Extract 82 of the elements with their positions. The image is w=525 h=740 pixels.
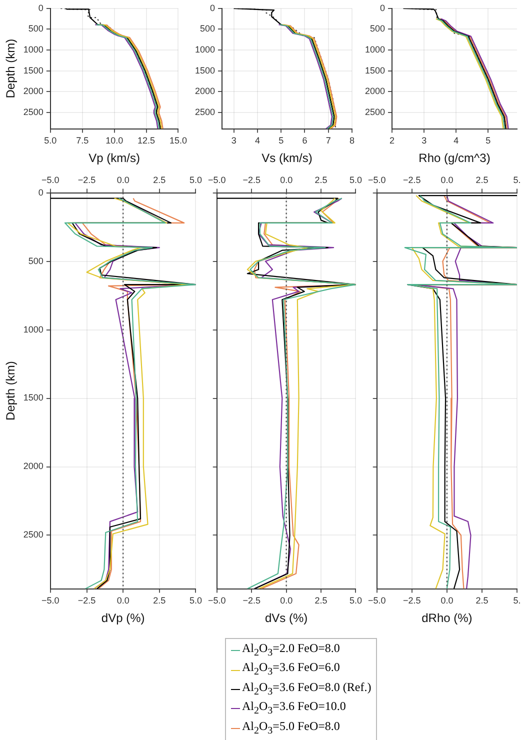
x-tick-label: −5.0 — [208, 596, 226, 606]
x-axis-title: dVs (%) — [264, 611, 308, 626]
x-tick-label: 7 — [326, 136, 331, 146]
x-tick-label: 4 — [454, 136, 459, 146]
x-tick-label: 0.0 — [280, 596, 293, 606]
x-axis-title: Rho (g/cm^3) — [418, 151, 490, 166]
y-tick-label: 1500 — [23, 392, 44, 403]
x-tick-label: 8 — [349, 136, 355, 146]
x-tick-label: −2.5 — [242, 596, 260, 606]
x-tick-label: 0.0 — [116, 596, 130, 606]
x-tick-label: 5.0 — [349, 596, 362, 606]
x-tick-label: 5. — [513, 596, 521, 606]
y-tick-label: 2500 — [364, 107, 386, 117]
y-tick-label: 500 — [200, 24, 216, 34]
y-tick-label: 0 — [38, 187, 44, 198]
x2-tick-label: 0.0 — [440, 174, 454, 185]
x2-tick-label: −2.5 — [242, 174, 260, 185]
x-axis-title: Vp (km/s) — [88, 151, 140, 166]
y-tick-label: 1500 — [194, 65, 216, 76]
x-tick-label: 5 — [486, 136, 491, 146]
x-tick-label: 5.0 — [44, 136, 57, 146]
x-tick-label: 6 — [302, 136, 308, 146]
y-tick-label: 0 — [210, 2, 216, 13]
y-tick-label: 2000 — [23, 461, 44, 472]
y-tick-label: 1500 — [364, 65, 386, 76]
x2-tick-label: 2.5 — [476, 174, 488, 185]
x-tick-label: 4 — [254, 136, 260, 146]
y-tick-label: 2500 — [23, 107, 44, 117]
legend-label: Al$_{2}$O$_{3}$=3.6 FeO=8.0 (Ref.) — [242, 680, 372, 700]
x-tick-label: 2 — [390, 136, 395, 146]
y-tick-label: 1000 — [194, 44, 216, 55]
x-tick-label: −5.0 — [42, 596, 60, 606]
legend-label: Al$_{2}$O$_{3}$=5.0 FeO=8.0 — [242, 718, 340, 738]
y-tick-label: 2500 — [23, 530, 44, 540]
y-tick-label: 500 — [28, 24, 44, 34]
x-tick-label: 0.0 — [440, 596, 454, 606]
x2-tick-label: −2.5 — [403, 174, 421, 185]
x2-tick-label: −5.0 — [208, 174, 226, 185]
x2-tick-label: −5.0 — [42, 174, 60, 185]
x2-tick-label: −2.5 — [78, 174, 96, 185]
y-tick-label: 1500 — [23, 65, 44, 76]
x-tick-label: −2.5 — [403, 596, 421, 606]
y-tick-label: 0 — [380, 2, 386, 13]
x-tick-label: 5 — [278, 136, 284, 146]
legend-label: Al$_{2}$O$_{3}$=3.6 FeO=6.0 — [242, 660, 340, 680]
x-tick-label: 15.0 — [169, 136, 188, 146]
y-axis-title: Depth (km) — [4, 38, 18, 98]
x-tick-label: −5.0 — [368, 596, 386, 606]
y-tick-label: 2000 — [364, 86, 386, 96]
x2-tick-label: 0.0 — [116, 174, 130, 185]
x2-tick-label: 0.0 — [280, 174, 293, 185]
y-tick-label: 500 — [28, 256, 44, 266]
x2-tick-label: −5.0 — [368, 174, 386, 185]
x-tick-label: 12.5 — [138, 136, 156, 146]
legend-label: Al$_{2}$O$_{3}$=3.6 FeO=10.0 — [242, 699, 346, 719]
x2-tick-label: 5.0 — [349, 174, 362, 185]
y-tick-label: 500 — [370, 24, 386, 34]
x-axis-title: Vs (km/s) — [262, 151, 312, 166]
x-tick-label: 3 — [422, 136, 427, 146]
y-tick-label: 2000 — [23, 86, 44, 96]
y-tick-label: 1000 — [23, 44, 44, 55]
x-tick-label: −2.5 — [78, 596, 96, 606]
x-tick-label: 10.0 — [106, 136, 124, 146]
x-tick-label: 7.5 — [76, 136, 89, 146]
x-tick-label: 2.5 — [476, 596, 488, 606]
y-tick-label: 1000 — [23, 324, 44, 334]
x-tick-label: 5.0 — [189, 596, 202, 606]
x2-tick-label: 2.5 — [153, 174, 166, 185]
y-axis-title: Depth (km) — [4, 361, 18, 420]
legend-label: Al$_{2}$O$_{3}$=2.0 FeO=8.0 — [242, 641, 340, 660]
x2-tick-label: 2.5 — [314, 174, 328, 185]
x-tick-label: 3 — [231, 136, 236, 146]
x-tick-label: 2.5 — [314, 596, 328, 606]
y-tick-label: 2000 — [194, 86, 216, 96]
x-axis-title: dVp (%) — [101, 611, 145, 626]
y-tick-label: 1000 — [364, 44, 386, 55]
x2-tick-label: 5.0 — [189, 174, 202, 185]
y-tick-label: 0 — [38, 2, 44, 13]
y-tick-label: 2500 — [194, 107, 216, 117]
x-tick-label: 2.5 — [153, 596, 166, 606]
x-axis-title: dRho (%) — [422, 611, 472, 626]
x2-tick-label: 5. — [513, 174, 521, 185]
